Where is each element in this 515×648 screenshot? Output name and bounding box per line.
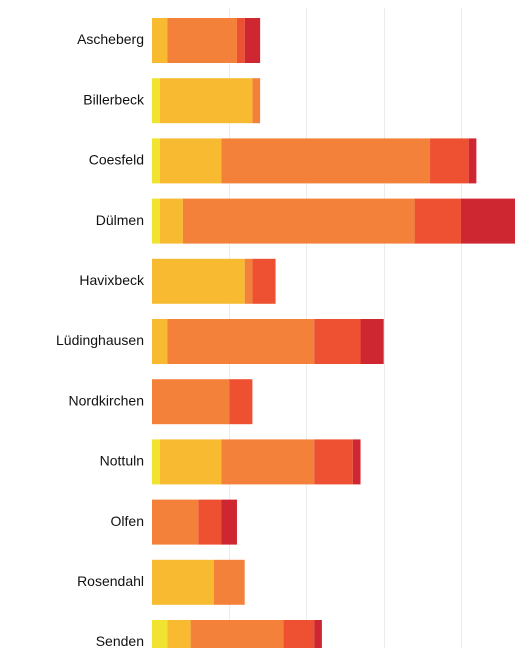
bar-segment-havixbeck-2 xyxy=(152,258,245,304)
category-label-nottuln: Nottuln xyxy=(100,453,144,469)
bar-segment-nordkirchen-4 xyxy=(229,379,253,425)
bar-segment-billerbeck-2 xyxy=(159,78,253,124)
category-label-luedinghausen: Lüdinghausen xyxy=(56,332,144,348)
bar-segment-olfen-4 xyxy=(198,499,222,545)
bar-segment-duelmen-1 xyxy=(152,198,160,244)
bar-segment-luedinghausen-2 xyxy=(152,319,168,364)
bar-segment-nottuln-2 xyxy=(159,439,222,485)
bar-segment-duelmen-4 xyxy=(414,198,461,244)
category-label-coesfeld: Coesfeld xyxy=(89,152,144,168)
bar-segment-ascheberg-3 xyxy=(167,18,237,63)
bar-segment-duelmen-5 xyxy=(460,198,515,244)
bar-segment-coesfeld-1 xyxy=(152,138,160,184)
bar-segment-nottuln-1 xyxy=(152,439,160,485)
bar-segment-ascheberg-2 xyxy=(152,18,168,63)
bar-segment-havixbeck-3 xyxy=(244,258,253,304)
bars-layer xyxy=(152,18,515,648)
bar-segment-olfen-5 xyxy=(221,499,237,545)
bar-segment-nordkirchen-3 xyxy=(152,379,230,425)
category-label-havixbeck: Havixbeck xyxy=(79,272,145,288)
bar-segment-rosendahl-2 xyxy=(152,559,214,605)
category-label-rosendahl: Rosendahl xyxy=(77,573,144,589)
bar-segment-havixbeck-4 xyxy=(252,258,276,304)
bar-segment-luedinghausen-5 xyxy=(360,319,384,364)
bar-segment-coesfeld-2 xyxy=(159,138,222,184)
bar-segment-ascheberg-4 xyxy=(236,18,245,63)
bar-segment-coesfeld-4 xyxy=(430,138,469,184)
category-label-duelmen: Dülmen xyxy=(96,212,144,228)
bar-segment-senden-4 xyxy=(283,620,315,648)
bar-segment-ascheberg-5 xyxy=(244,18,261,63)
bar-segment-senden-1 xyxy=(152,620,168,648)
category-label-billerbeck: Billerbeck xyxy=(83,91,145,107)
bar-segment-nottuln-3 xyxy=(221,439,315,485)
bar-segment-billerbeck-1 xyxy=(152,78,160,124)
category-label-senden: Senden xyxy=(96,633,144,648)
category-label-nordkirchen: Nordkirchen xyxy=(69,392,144,408)
bar-segment-rosendahl-3 xyxy=(213,559,245,605)
bar-segment-coesfeld-3 xyxy=(221,138,431,184)
bar-segment-luedinghausen-4 xyxy=(314,319,361,364)
category-labels: Ascheberg Billerbeck Coesfeld Dülmen Havixbe… xyxy=(56,31,145,648)
bar-segment-coesfeld-5 xyxy=(468,138,477,184)
bar-segment-olfen-3 xyxy=(152,499,199,545)
bar-segment-duelmen-3 xyxy=(182,198,415,244)
bar-segment-senden-5 xyxy=(314,620,322,648)
bar-segment-luedinghausen-3 xyxy=(167,319,315,364)
category-label-olfen: Olfen xyxy=(111,513,144,529)
bar-segment-senden-2 xyxy=(167,620,191,648)
category-label-ascheberg: Ascheberg xyxy=(77,31,144,47)
bar-segment-duelmen-2 xyxy=(159,198,183,244)
bar-segment-senden-3 xyxy=(190,620,284,648)
bar-segment-nottuln-5 xyxy=(352,439,361,485)
bar-segment-nottuln-4 xyxy=(314,439,353,485)
bar-segment-billerbeck-3 xyxy=(252,78,261,124)
